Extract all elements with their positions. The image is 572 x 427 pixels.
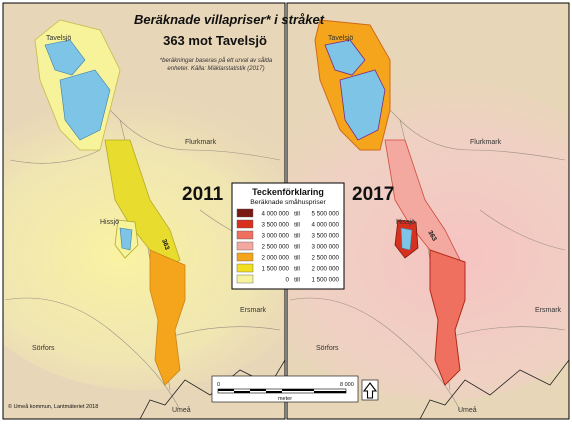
legend-row: 4 000 000 till 5 500 000 [236, 208, 340, 218]
legend-subtitle: Beräknade småhuspriser [250, 198, 326, 206]
map-panel-2017: Tavelsjö Flurkmark Hissjö Ersmark Sörfor… [287, 3, 569, 419]
place-label-umea: Umeå [172, 406, 191, 414]
corridor-zone-south [149, 249, 186, 386]
scale-segment [314, 391, 346, 393]
legend-sep: till [294, 277, 300, 284]
scale-unit: meter [278, 396, 292, 402]
place-label-sorfors: Sörfors [32, 345, 55, 352]
place-label-umea: Umeå [458, 406, 477, 414]
scale-segment [266, 391, 282, 393]
legend-sep: till [294, 222, 300, 229]
lake [119, 227, 133, 251]
legend-swatch [236, 241, 254, 251]
legend-swatch [236, 252, 254, 262]
legend-swatch [236, 274, 254, 284]
map-title-line1: Beräknade villapriser* i stråket [134, 12, 325, 27]
legend-from: 4 000 000 [261, 211, 289, 218]
scale-segment [282, 389, 314, 391]
legend-from: 3 000 000 [261, 233, 289, 240]
scale-start: 0 [217, 382, 220, 388]
footnote-line1: *beräkningar baseras på ett urval av sål… [160, 57, 273, 64]
legend-to: 5 500 000 [311, 211, 339, 218]
legend-to: 3 000 000 [311, 244, 339, 251]
legend-to: 2 500 000 [311, 255, 339, 262]
place-label-tavelsjo: Tavelsjö [46, 35, 71, 42]
lake [339, 69, 386, 141]
place-label-sorfors: Sörfors [316, 345, 339, 352]
lake [59, 69, 111, 141]
legend-swatch [236, 219, 254, 229]
municipality-border [419, 359, 569, 419]
scale-end: 8 000 [340, 382, 354, 388]
route-label: 363 [426, 230, 438, 243]
place-label-hissjo: Hissjö [396, 219, 415, 226]
legend-sep: till [294, 244, 300, 251]
lake [324, 39, 366, 76]
legend: Teckenförklaring Beräknade småhuspriser … [231, 182, 345, 290]
scale-bar: 0 8 000 meter [211, 375, 359, 403]
place-label-hissjo: Hissjö [100, 219, 119, 226]
place-label-ersmark: Ersmark [535, 307, 562, 314]
legend-title: Teckenförklaring [252, 187, 324, 197]
place-label-ersmark: Ersmark [240, 307, 267, 314]
legend-swatch [236, 208, 254, 218]
place-label-tavelsjo: Tavelsjö [328, 35, 353, 42]
lake [400, 227, 413, 251]
legend-sep: till [294, 233, 300, 240]
route-label: 363 [160, 238, 170, 251]
legend-from: 2 500 000 [261, 244, 289, 251]
legend-row: 0 till 1 500 000 [236, 274, 340, 284]
title-block: Beräknade villapriser* i stråket 363 mot… [134, 12, 325, 72]
footnote-line2: enheter. Källa: Mäklarstatistik (2017) [167, 66, 264, 72]
scale-segment [218, 389, 234, 391]
legend-from: 3 500 000 [261, 222, 289, 229]
lake [44, 39, 86, 76]
legend-from: 0 [286, 277, 290, 284]
north-arrow-icon [361, 379, 379, 401]
map-title-line2: 363 mot Tavelsjö [163, 33, 267, 48]
legend-to: 4 000 000 [311, 222, 339, 229]
legend-row: 3 000 000 till 3 500 000 [236, 230, 340, 240]
legend-row: 2 500 000 till 3 000 000 [236, 241, 340, 251]
legend-row: 3 500 000 till 4 000 000 [236, 219, 340, 229]
legend-swatch [236, 263, 254, 273]
scale-segment [234, 391, 250, 393]
credits-text: © Umeå kommun, Lantmäteriet 2018 [8, 403, 98, 410]
legend-sep: till [294, 266, 300, 273]
legend-sep: till [294, 211, 300, 218]
place-label-flurkmark: Flurkmark [470, 139, 502, 146]
year-label-2011: 2011 [182, 184, 224, 205]
legend-swatch [236, 230, 254, 240]
legend-row: 2 000 000 till 2 500 000 [236, 252, 340, 262]
legend-from: 1 500 000 [261, 266, 289, 273]
legend-from: 2 000 000 [261, 255, 289, 262]
year-label-2017: 2017 [352, 184, 394, 205]
place-label-flurkmark: Flurkmark [185, 139, 217, 146]
legend-row: 1 500 000 till 2 000 000 [236, 263, 340, 273]
corridor-zone-south [429, 249, 466, 386]
legend-to: 3 500 000 [311, 233, 339, 240]
legend-to: 1 500 000 [311, 277, 339, 284]
scale-segment [250, 389, 266, 391]
legend-sep: till [294, 255, 300, 262]
legend-to: 2 000 000 [311, 266, 339, 273]
